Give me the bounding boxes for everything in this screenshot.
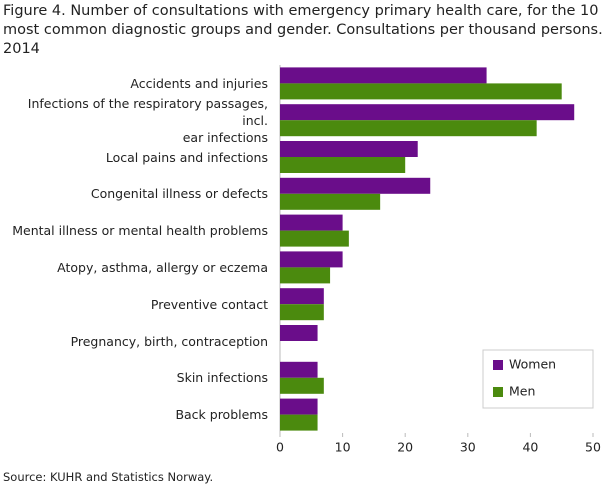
bar — [280, 83, 562, 100]
bar — [280, 325, 318, 341]
bar — [280, 267, 331, 284]
bar — [280, 251, 343, 268]
bar — [280, 177, 431, 194]
y-tick-label: Skin infections — [176, 370, 268, 386]
y-tick-label: Accidents and injuries — [130, 75, 268, 91]
bar — [280, 398, 318, 415]
source: Source: KUHR and Statistics Norway. — [3, 470, 214, 484]
bar — [280, 304, 324, 321]
y-tick-label: Preventive contact — [150, 296, 268, 312]
bar — [280, 361, 318, 378]
y-tick-label: Local pains and infections — [105, 149, 268, 165]
bar — [280, 377, 324, 394]
legend-swatch — [493, 360, 503, 370]
y-tick-label: Infections of the respiratory passages, … — [27, 95, 268, 145]
legend-box — [482, 349, 594, 409]
bar — [280, 141, 418, 157]
bar — [280, 288, 324, 305]
x-tick-label: 30 — [460, 440, 476, 455]
x-tick-label: 40 — [522, 440, 538, 455]
chart-title: Figure 4. Number of consultations with e… — [3, 3, 603, 57]
bar — [280, 414, 318, 431]
bar — [280, 120, 537, 137]
bar — [280, 193, 381, 210]
legend-swatch — [493, 387, 503, 397]
y-tick-label: Atopy, asthma, allergy or eczema — [57, 259, 268, 275]
x-tick-label: 50 — [585, 440, 601, 455]
y-tick-label: Mental illness or mental health problems — [12, 223, 268, 239]
legend-label: Men — [509, 384, 535, 399]
y-tick-label: Back problems — [175, 407, 268, 423]
bar — [280, 214, 343, 231]
bar — [280, 104, 575, 121]
bar — [280, 157, 406, 173]
bar — [280, 67, 487, 84]
y-tick-label: Pregnancy, birth, contraception — [70, 333, 268, 349]
x-tick-label: 20 — [397, 440, 413, 455]
bar — [280, 230, 349, 247]
x-tick-label: 10 — [335, 440, 351, 455]
y-tick-label: Congenital illness or defects — [90, 186, 268, 202]
legend-label: Women — [509, 357, 556, 372]
x-tick-label: 0 — [276, 440, 284, 455]
